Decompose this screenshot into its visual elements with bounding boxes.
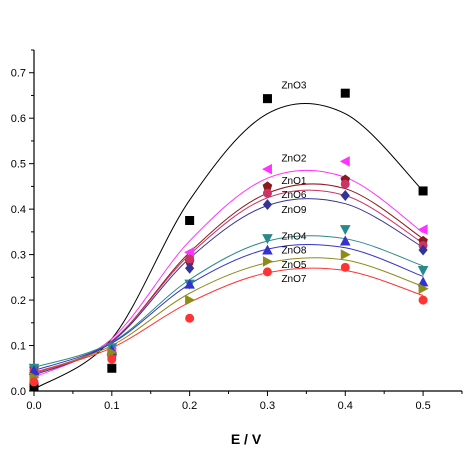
series-label-zno3: ZnO3 [281, 81, 306, 92]
y-tick-label: 0.1 [11, 341, 26, 353]
data-point-zno4 [339, 225, 351, 236]
fit-curve-zno7 [33, 267, 424, 374]
y-tick-label: 0.0 [11, 386, 26, 398]
data-point-zno7 [262, 267, 272, 277]
series-label-zno6: ZnO6 [281, 190, 306, 201]
fit-curve-zno2 [33, 169, 424, 378]
x-axis: 0.0 0.1 0.2 0.3 0.4 0.5 [26, 391, 463, 412]
data-point-zno6 [262, 188, 272, 198]
series-label-zno2: ZnO2 [281, 153, 306, 164]
data-point-zno3 [418, 186, 428, 196]
data-point-zno5 [262, 256, 273, 267]
data-point-zno3 [262, 94, 272, 104]
y-tick-label: 0.4 [11, 204, 26, 216]
data-point-zno3 [185, 216, 195, 226]
x-axis-title: E / V [231, 431, 262, 447]
x-tick-label: 0.1 [104, 400, 119, 412]
data-point-zno5 [418, 283, 429, 294]
data-point-zno6 [185, 254, 195, 264]
data-point-zno9 [185, 262, 195, 274]
plot-frame [33, 50, 462, 392]
data-point-zno4 [417, 266, 429, 276]
data-point-zno8 [339, 235, 351, 246]
series-label-zno7: ZnO7 [281, 274, 306, 285]
data-point-zno7 [340, 262, 350, 272]
fit-curves [33, 102, 424, 390]
x-tick-label: 0.5 [415, 400, 430, 412]
series-labels: ZnO3 ZnO2 ZnO1 ZnO6 ZnO9 ZnO4 ZnO8 ZnO5 ZnO7 [281, 81, 306, 285]
fit-curve-zno5 [33, 257, 424, 374]
y-tick-label: 0.7 [11, 68, 26, 80]
data-point-zno7 [107, 354, 117, 364]
data-point-zno2 [339, 156, 350, 167]
fit-curve-zno4 [33, 235, 424, 368]
data-point-zno4 [262, 234, 273, 245]
data-point-zno9 [262, 199, 273, 211]
data-point-zno7 [185, 313, 195, 323]
x-tick-label: 0.2 [182, 400, 197, 412]
data-point-zno5 [340, 249, 351, 260]
data-markers [28, 88, 429, 391]
series-label-zno4: ZnO4 [281, 232, 306, 243]
y-axis: 0.0 0.1 0.2 0.3 0.4 0.5 0.6 0.7 [11, 49, 34, 398]
series-label-zno1: ZnO1 [281, 176, 306, 187]
x-tick-label: 0.0 [26, 400, 41, 412]
fit-curve-zno1 [33, 183, 424, 374]
y-tick-label: 0.2 [11, 295, 26, 307]
y-tick-label: 0.3 [11, 250, 26, 262]
data-point-zno9 [418, 244, 428, 256]
data-point-zno2 [417, 224, 428, 235]
data-point-zno3 [340, 88, 350, 98]
data-point-zno3 [107, 363, 117, 373]
series-label-zno5: ZnO5 [281, 260, 306, 271]
data-point-zno9 [340, 190, 350, 201]
data-point-zno7 [418, 295, 428, 305]
data-point-zno8 [262, 244, 273, 255]
series-label-zno9: ZnO9 [281, 205, 306, 216]
data-point-zno5 [185, 294, 196, 306]
y-tick-label: 0.5 [11, 159, 26, 171]
x-tick-label: 0.3 [260, 400, 275, 412]
fit-curve-zno9 [33, 198, 424, 376]
y-tick-label: 0.6 [11, 113, 26, 125]
fit-curve-zno8 [33, 243, 424, 372]
series-label-zno8: ZnO8 [281, 246, 306, 257]
data-point-zno8 [184, 278, 195, 289]
data-point-zno7 [29, 377, 39, 387]
fit-curve-zno3 [33, 102, 424, 390]
data-point-zno2 [262, 163, 272, 175]
x-tick-label: 0.4 [338, 400, 353, 412]
data-point-zno6 [340, 179, 350, 189]
